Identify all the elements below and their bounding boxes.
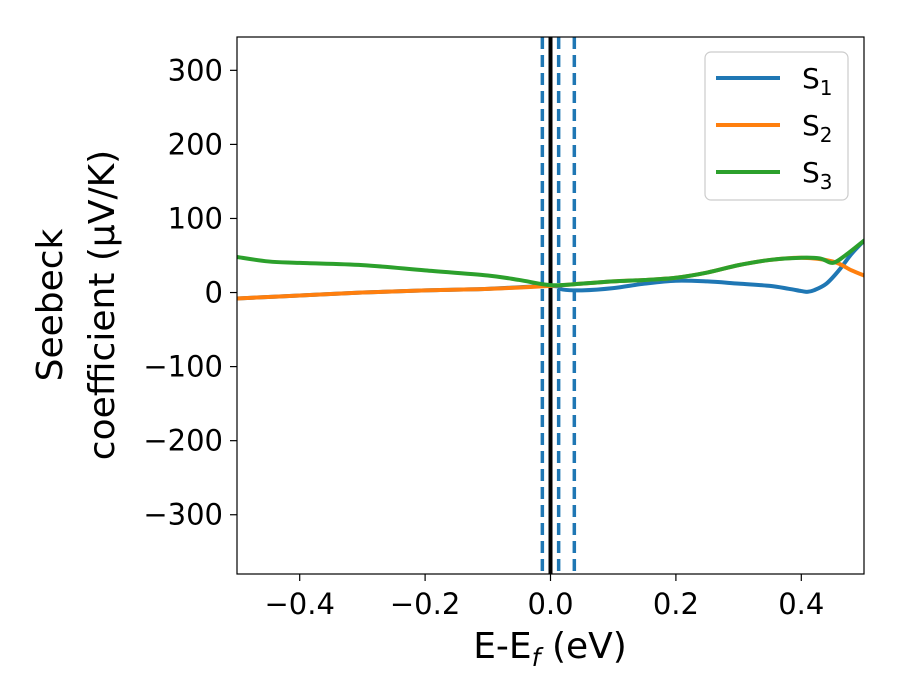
y-tick-label: 0 [205,276,223,310]
y-tick-label: −200 [143,424,223,458]
x-tick-label: 0.4 [778,587,824,621]
x-tick-label: 0.2 [653,587,699,621]
legend-label-s1: S1 [802,62,833,100]
x-tick-label: −0.4 [264,587,334,621]
vertical-lines [540,37,577,574]
legend-label-s3: S3 [802,156,833,194]
legend-label-s2: S2 [802,109,833,147]
y-axis: 300 200 100 0 −100 −200 −300 [143,53,237,532]
y-axis-label: Seebeck coefficient (μV/K) [30,150,123,460]
y-tick-label: 200 [168,127,223,161]
x-axis-label: E-Ef (eV) [473,626,627,672]
y-tick-label: 100 [168,201,223,235]
x-tick-label: −0.2 [390,587,460,621]
y-axis-label-line2: coefficient (μV/K) [82,150,123,460]
y-tick-label: 300 [168,53,223,87]
legend: S1 S2 S3 [704,51,849,201]
y-tick-label: −100 [143,350,223,384]
x-axis: −0.4 −0.2 0.0 0.2 0.4 [264,574,824,621]
y-axis-label-line1: Seebeck [30,228,71,381]
y-tick-label: −300 [143,498,223,532]
series-layer [237,238,864,301]
series-line-s3 [237,238,864,288]
x-tick-label: 0.0 [527,587,573,621]
